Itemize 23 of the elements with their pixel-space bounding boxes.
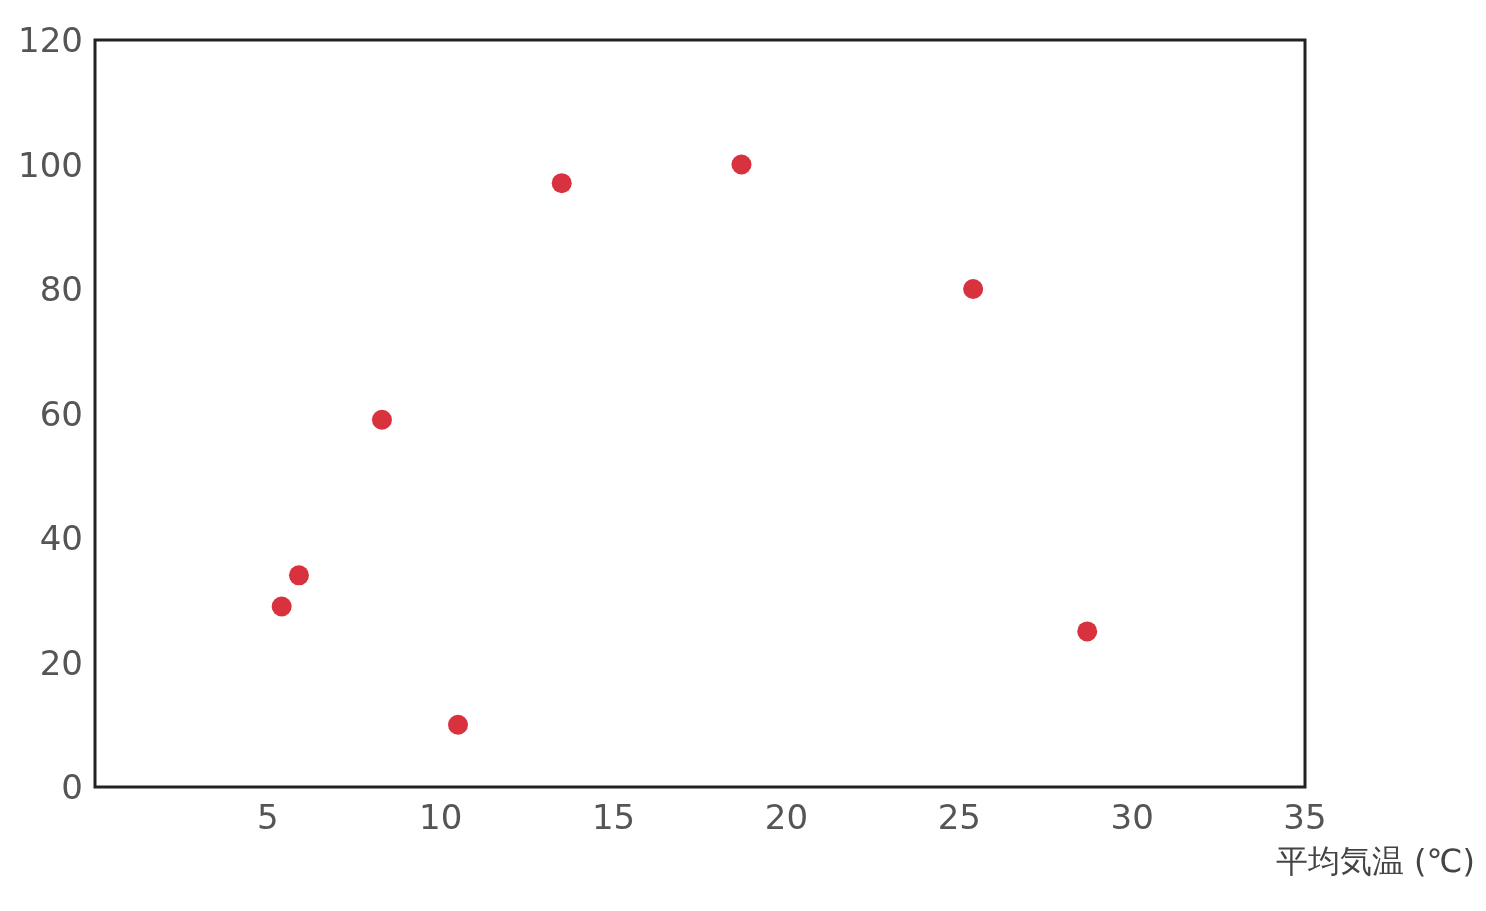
- y-tick-label: 120: [18, 20, 83, 60]
- point: [288, 565, 309, 586]
- y-tick-label: 0: [61, 767, 83, 807]
- x-tick-label: 20: [764, 797, 809, 837]
- x-axis-title: 平均気温 (℃): [1275, 842, 1475, 880]
- x-tick-label: 35: [1283, 797, 1327, 837]
- point: [271, 596, 292, 617]
- x-tick-label: 25: [937, 797, 981, 837]
- y-tick-label: 20: [39, 642, 83, 683]
- point: [731, 154, 752, 175]
- point: [371, 409, 392, 430]
- point: [963, 279, 984, 299]
- x-tick-label: 15: [591, 797, 636, 837]
- x-tick-label: 5: [257, 797, 279, 837]
- y-tick-label: 80: [39, 269, 83, 309]
- x-tick-label: 10: [419, 797, 463, 837]
- point: [551, 173, 572, 194]
- y-tick-label: 40: [39, 518, 83, 558]
- y-tick-label: 60: [39, 393, 83, 434]
- y-tick-label: 100: [18, 144, 83, 185]
- point: [448, 714, 468, 735]
- x-tick-label: 30: [1110, 797, 1154, 837]
- point: [1077, 621, 1098, 642]
